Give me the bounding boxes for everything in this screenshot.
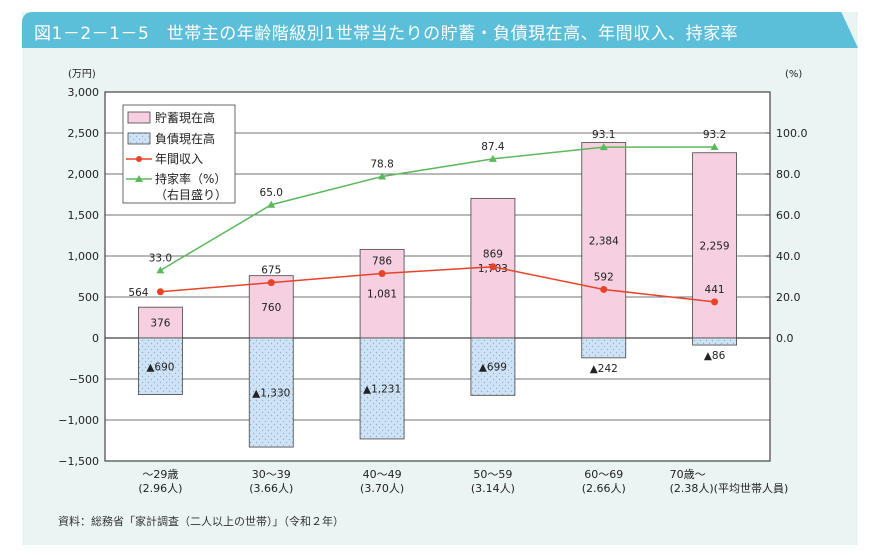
savings-label: 2,259	[700, 240, 730, 252]
category-label: 60～69	[584, 468, 623, 481]
left-tick-label: 3,000	[68, 86, 100, 99]
savings-bar	[692, 152, 737, 339]
income-point	[711, 298, 719, 306]
debt-bar	[581, 337, 627, 359]
right-tick-label: 40.0	[776, 250, 801, 263]
left-tick-label: 0	[92, 332, 99, 345]
legend-savings-label: 貯蓄現在高	[155, 110, 215, 125]
category-sublabel: (2.38人)(平均世帯人員)	[670, 482, 789, 495]
income-line	[160, 265, 715, 303]
debt-label: ▲1,231	[363, 383, 401, 395]
right-tick-label: 0.0	[776, 332, 794, 345]
ownership-point	[599, 143, 608, 151]
right-tick-label: 60.0	[776, 209, 801, 222]
left-tick-label: 1,000	[68, 250, 100, 263]
category-sublabel: (2.66人)	[582, 482, 626, 495]
category-label: 70歳～	[670, 468, 706, 481]
ownership-label: 33.0	[149, 252, 172, 264]
ownership-label: 78.8	[370, 158, 393, 170]
left-tick-label: −1,000	[58, 414, 99, 427]
right-tick-label: 100.0	[776, 127, 808, 140]
ownership-label: 65.0	[260, 187, 283, 199]
left-tick-label: 500	[78, 291, 99, 304]
ownership-label: 93.1	[592, 129, 615, 141]
debt-bar	[248, 337, 294, 448]
debt-bar	[692, 337, 737, 346]
legend-debt-swatch	[127, 132, 151, 145]
legend-ownership-label: 持家率（%）	[155, 171, 226, 186]
legend-savings-swatch	[127, 111, 151, 124]
title-bar: 図1－2－1－5 世帯主の年齢階級別1世帯当たりの貯蓄・負債現在高、年間収入、持…	[22, 12, 858, 48]
income-point	[378, 270, 386, 278]
savings-label: 2,384	[589, 235, 619, 247]
ownership-point	[267, 200, 276, 208]
category-sublabel: (3.70人)	[360, 482, 404, 495]
debt-label: ▲690	[146, 361, 174, 373]
income-point	[156, 288, 164, 296]
category-label: 50～59	[473, 468, 512, 481]
ownership-point	[378, 172, 387, 180]
source-note: 資料：総務省「家計調査（二人以上の世帯）」（令和２年）	[58, 515, 344, 528]
debt-bar	[470, 337, 516, 396]
debt-label: ▲86	[704, 350, 726, 362]
ownership-label: 93.2	[703, 129, 726, 141]
category-sublabel: (3.66人)	[249, 482, 293, 495]
legend-debt-label: 負債現在高	[155, 131, 215, 146]
income-point	[489, 263, 497, 271]
legend-income-label: 年間収入	[155, 152, 203, 166]
income-label: 592	[594, 271, 614, 283]
debt-bar	[359, 337, 405, 440]
income-point	[267, 279, 275, 287]
ownership-point	[488, 154, 497, 162]
savings-label: 760	[261, 302, 281, 314]
debt-label: ▲1,330	[252, 388, 290, 400]
savings-label: 1,081	[367, 289, 397, 301]
left-tick-label: 2,000	[68, 168, 100, 181]
right-tick-label: 20.0	[776, 291, 801, 304]
category-sublabel: (2.96人)	[138, 482, 182, 495]
left-tick-label: 1,500	[68, 209, 100, 222]
income-label: 869	[483, 249, 503, 261]
savings-label: 376	[150, 318, 170, 330]
left-axis-unit: (万円)	[68, 69, 96, 80]
ownership-line	[160, 146, 715, 271]
left-tick-label: −1,500	[58, 455, 99, 468]
income-point	[600, 285, 608, 293]
right-axis-unit: (%)	[785, 69, 802, 80]
savings-bar	[581, 142, 627, 339]
category-label: ～29歳	[142, 468, 178, 481]
savings-bar	[138, 306, 183, 339]
income-label: 564	[128, 287, 148, 299]
category-label: 30～39	[252, 468, 291, 481]
chart-title: 図1－2－1－5 世帯主の年齢階級別1世帯当たりの貯蓄・負債現在高、年間収入、持…	[34, 24, 739, 44]
legend-income-marker	[136, 156, 142, 162]
ownership-label: 87.4	[481, 141, 505, 153]
debt-label: ▲242	[590, 363, 618, 375]
ownership-point	[710, 142, 719, 150]
debt-bar	[138, 337, 183, 395]
income-label: 786	[372, 256, 392, 268]
left-tick-label: 2,500	[68, 127, 100, 140]
income-label: 441	[705, 284, 725, 296]
ownership-point	[156, 266, 165, 274]
right-tick-label: 80.0	[776, 168, 801, 181]
category-label: 40～49	[363, 468, 402, 481]
left-tick-label: −500	[69, 373, 99, 386]
legend-ownership-marker	[135, 175, 143, 182]
legend-ownership-note: （右目盛り）	[155, 187, 227, 202]
income-label: 675	[261, 265, 281, 277]
debt-label: ▲699	[479, 362, 507, 374]
category-sublabel: (3.14人)	[471, 482, 515, 495]
